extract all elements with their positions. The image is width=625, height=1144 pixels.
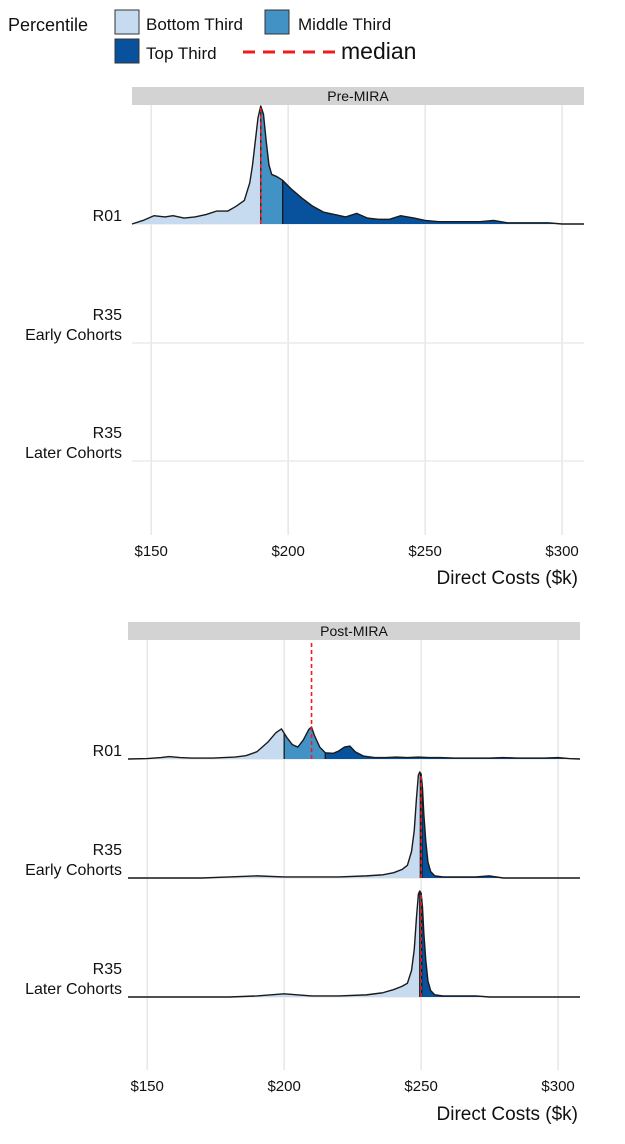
category-label: R35 — [93, 425, 122, 442]
category-label: R35 — [93, 307, 122, 324]
x-tick-label: $150 — [130, 1078, 163, 1095]
legend-title: Percentile — [8, 15, 88, 35]
legend-label-middle-third: Middle Third — [298, 15, 391, 34]
ridge-segment — [128, 728, 285, 759]
x-axis-title: Direct Costs ($k) — [437, 1104, 578, 1125]
ridge-outline — [128, 890, 580, 998]
ridge-segment — [284, 727, 326, 759]
panel-strip — [128, 622, 580, 640]
ridge-outline — [127, 726, 581, 760]
x-tick-label: $250 — [408, 543, 441, 560]
ridge-outline — [131, 105, 584, 225]
panel-strip — [132, 87, 584, 105]
category-label: R35 — [93, 842, 122, 859]
legend-swatch-bottom-third — [114, 9, 140, 35]
x-tick-label: $150 — [134, 543, 167, 560]
x-tick-label: $200 — [271, 543, 304, 560]
ridge — [128, 771, 580, 879]
ridge — [131, 105, 584, 225]
ridge-segment — [128, 891, 420, 997]
x-tick-label: $300 — [541, 1078, 574, 1095]
category-label: Early Cohorts — [25, 327, 122, 344]
ridge-segment — [421, 898, 580, 997]
category-label: Later Cohorts — [25, 981, 122, 998]
legend-swatch-middle-third — [264, 9, 290, 35]
ridge-segment — [132, 106, 261, 224]
legend-label-top-third: Top Third — [146, 44, 217, 63]
panel-strip-label: Post-MIRA — [320, 623, 388, 639]
legend-swatch-top-third — [114, 38, 140, 64]
x-tick-label: $200 — [267, 1078, 300, 1095]
ridge-segment — [421, 782, 580, 878]
ridge-segment — [128, 772, 421, 878]
category-label: R01 — [93, 743, 122, 760]
ridge — [127, 642, 581, 760]
x-axis-title: Direct Costs ($k) — [437, 568, 578, 589]
category-label: R01 — [93, 208, 122, 225]
category-label: Early Cohorts — [25, 862, 122, 879]
ridge-segment — [325, 746, 580, 759]
ridge-segment — [260, 106, 283, 224]
ridge-segment — [282, 180, 584, 224]
legend-label-bottom-third: Bottom Third — [146, 15, 243, 34]
x-tick-label: $300 — [545, 543, 578, 560]
panel-strip-label: Pre-MIRA — [327, 88, 389, 104]
category-label: R35 — [93, 961, 122, 978]
x-tick-label: $250 — [404, 1078, 437, 1095]
legend-label-median: median — [341, 38, 416, 64]
category-label: Later Cohorts — [25, 445, 122, 462]
panel-post-mira: Post-MIRA R01 R35 Early Cohorts R35 Later Co… — [25, 622, 581, 1125]
panel-pre-mira: Pre-MIRA R01 R35 Early Cohorts R35 Later Coh… — [25, 87, 584, 589]
ridge — [128, 890, 580, 998]
ridge-outline — [128, 771, 580, 879]
legend: Percentile Bottom Third Middle Third Top… — [8, 9, 416, 64]
